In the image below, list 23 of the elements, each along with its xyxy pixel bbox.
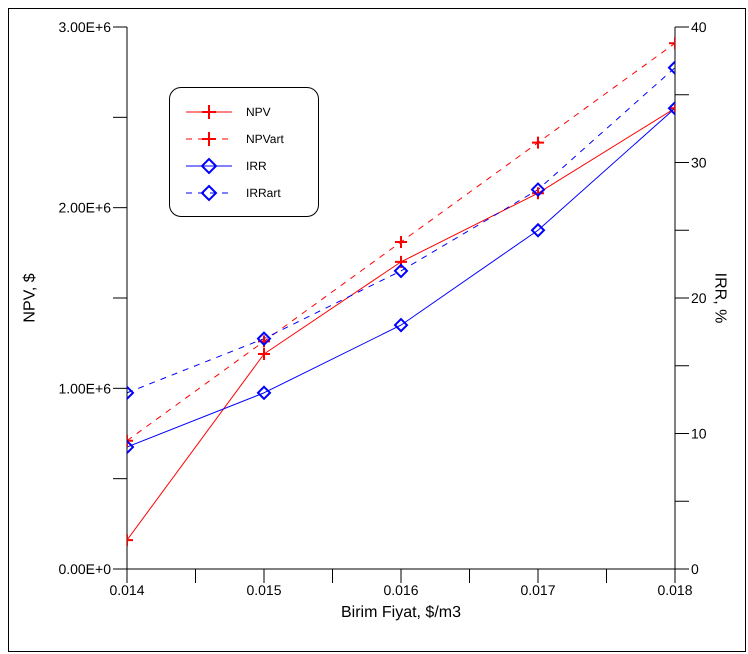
y-tick-label: 1.00E+6 — [58, 380, 112, 396]
y2-tick-label: 40 — [691, 18, 707, 35]
y2-tick-label: 0 — [691, 560, 699, 577]
x-tick-label: 0.014 — [109, 582, 145, 598]
y-tick-label: 2.00E+6 — [58, 200, 112, 216]
legend-label: IRR — [246, 158, 267, 172]
legend-label: NPVart — [246, 132, 284, 146]
point — [394, 234, 408, 249]
x-tick-label: 0.017 — [520, 582, 556, 598]
x-axis-title: Birim Fiyat, $/m3 — [340, 604, 462, 621]
x-tick-label: 0.016 — [383, 582, 419, 598]
point — [394, 254, 408, 269]
legend-label: IRRart — [246, 186, 281, 200]
y2-tick-label: 20 — [691, 290, 707, 306]
y-tick-label: 0.00E+0 — [58, 560, 112, 577]
y2-tick-label: 10 — [691, 425, 707, 442]
x-tick-label: 0.015 — [246, 582, 282, 598]
y-axis-title: NPV, $ — [22, 273, 39, 323]
y2-tick-label: 30 — [691, 154, 707, 170]
x-tick-label: 0.018 — [657, 582, 693, 598]
y-tick-label: 3.00E+6 — [58, 18, 112, 35]
legend-label: NPV — [246, 104, 271, 118]
y2-axis-title: IRR, % — [711, 272, 728, 324]
